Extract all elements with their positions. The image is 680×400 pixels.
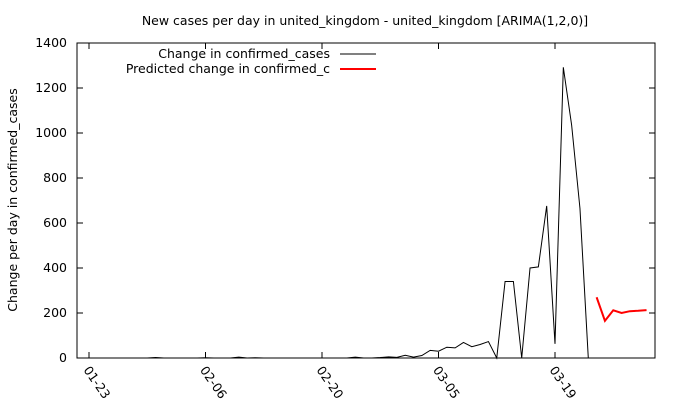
x-tick-label: 02-20 xyxy=(314,363,347,400)
x-tick-label: 01-23 xyxy=(81,363,114,400)
y-tick-label: 200 xyxy=(43,305,67,320)
x-axis: 01-23 02-06 02-20 03-05 03-19 xyxy=(81,43,580,400)
series-line-actual xyxy=(89,67,589,360)
series-line-predicted xyxy=(595,296,647,323)
y-tick-label: 0 xyxy=(59,350,67,365)
chart-title: New cases per day in united_kingdom - un… xyxy=(142,13,588,28)
plot-border xyxy=(76,42,656,359)
y-axis: 0 200 400 600 800 1000 1200 1400 xyxy=(35,35,655,365)
y-tick-label: 600 xyxy=(43,215,67,230)
series-layer xyxy=(89,67,647,360)
y-tick-label: 1400 xyxy=(35,35,67,50)
x-tick-label: 02-06 xyxy=(197,363,230,400)
x-tick-label: 03-19 xyxy=(547,363,580,400)
y-axis-label: Change per day in confirmed_cases xyxy=(5,88,20,311)
y-tick-label: 1000 xyxy=(35,125,67,140)
y-tick-label: 1200 xyxy=(35,80,67,95)
legend-label: Predicted change in confirmed_c xyxy=(126,61,330,76)
y-tick-label: 400 xyxy=(43,260,67,275)
legend-label: Change in confirmed_cases xyxy=(158,46,330,61)
y-tick-label: 800 xyxy=(43,170,67,185)
plot-frame xyxy=(76,42,656,359)
x-tick-label: 03-05 xyxy=(430,363,463,400)
